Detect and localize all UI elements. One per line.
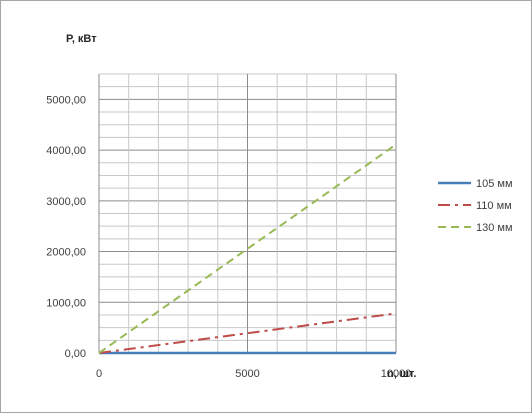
x-axis-title: n, шт.	[387, 368, 416, 380]
y-tick-label: 4000,00	[46, 145, 86, 157]
y-tick-label: 2000,00	[46, 247, 86, 259]
y-axis-title: Р, кВт	[66, 33, 97, 45]
legend: 105 мм 110 мм 130 мм	[438, 178, 513, 234]
legend-label-2: 110 мм	[476, 200, 512, 212]
series-lines	[98, 143, 397, 355]
x-tick-label: 5000	[235, 368, 259, 380]
grid	[99, 73, 397, 353]
y-tick-label: 5000,00	[46, 94, 86, 106]
legend-label-1: 105 мм	[476, 178, 513, 190]
tick-labels: 0,00 1000,00 2000,00 3000,00 4000,00 5000,00 0…	[46, 94, 411, 380]
y-tick-label: 0,00	[65, 348, 86, 360]
series-line-3	[98, 143, 397, 354]
x-tick-label: 0	[96, 368, 102, 380]
y-tick-label: 1000,00	[46, 297, 86, 309]
legend-label-3: 130 мм	[476, 222, 513, 234]
y-tick-label: 3000,00	[46, 196, 86, 208]
x-tick-label: 10000	[381, 368, 412, 380]
